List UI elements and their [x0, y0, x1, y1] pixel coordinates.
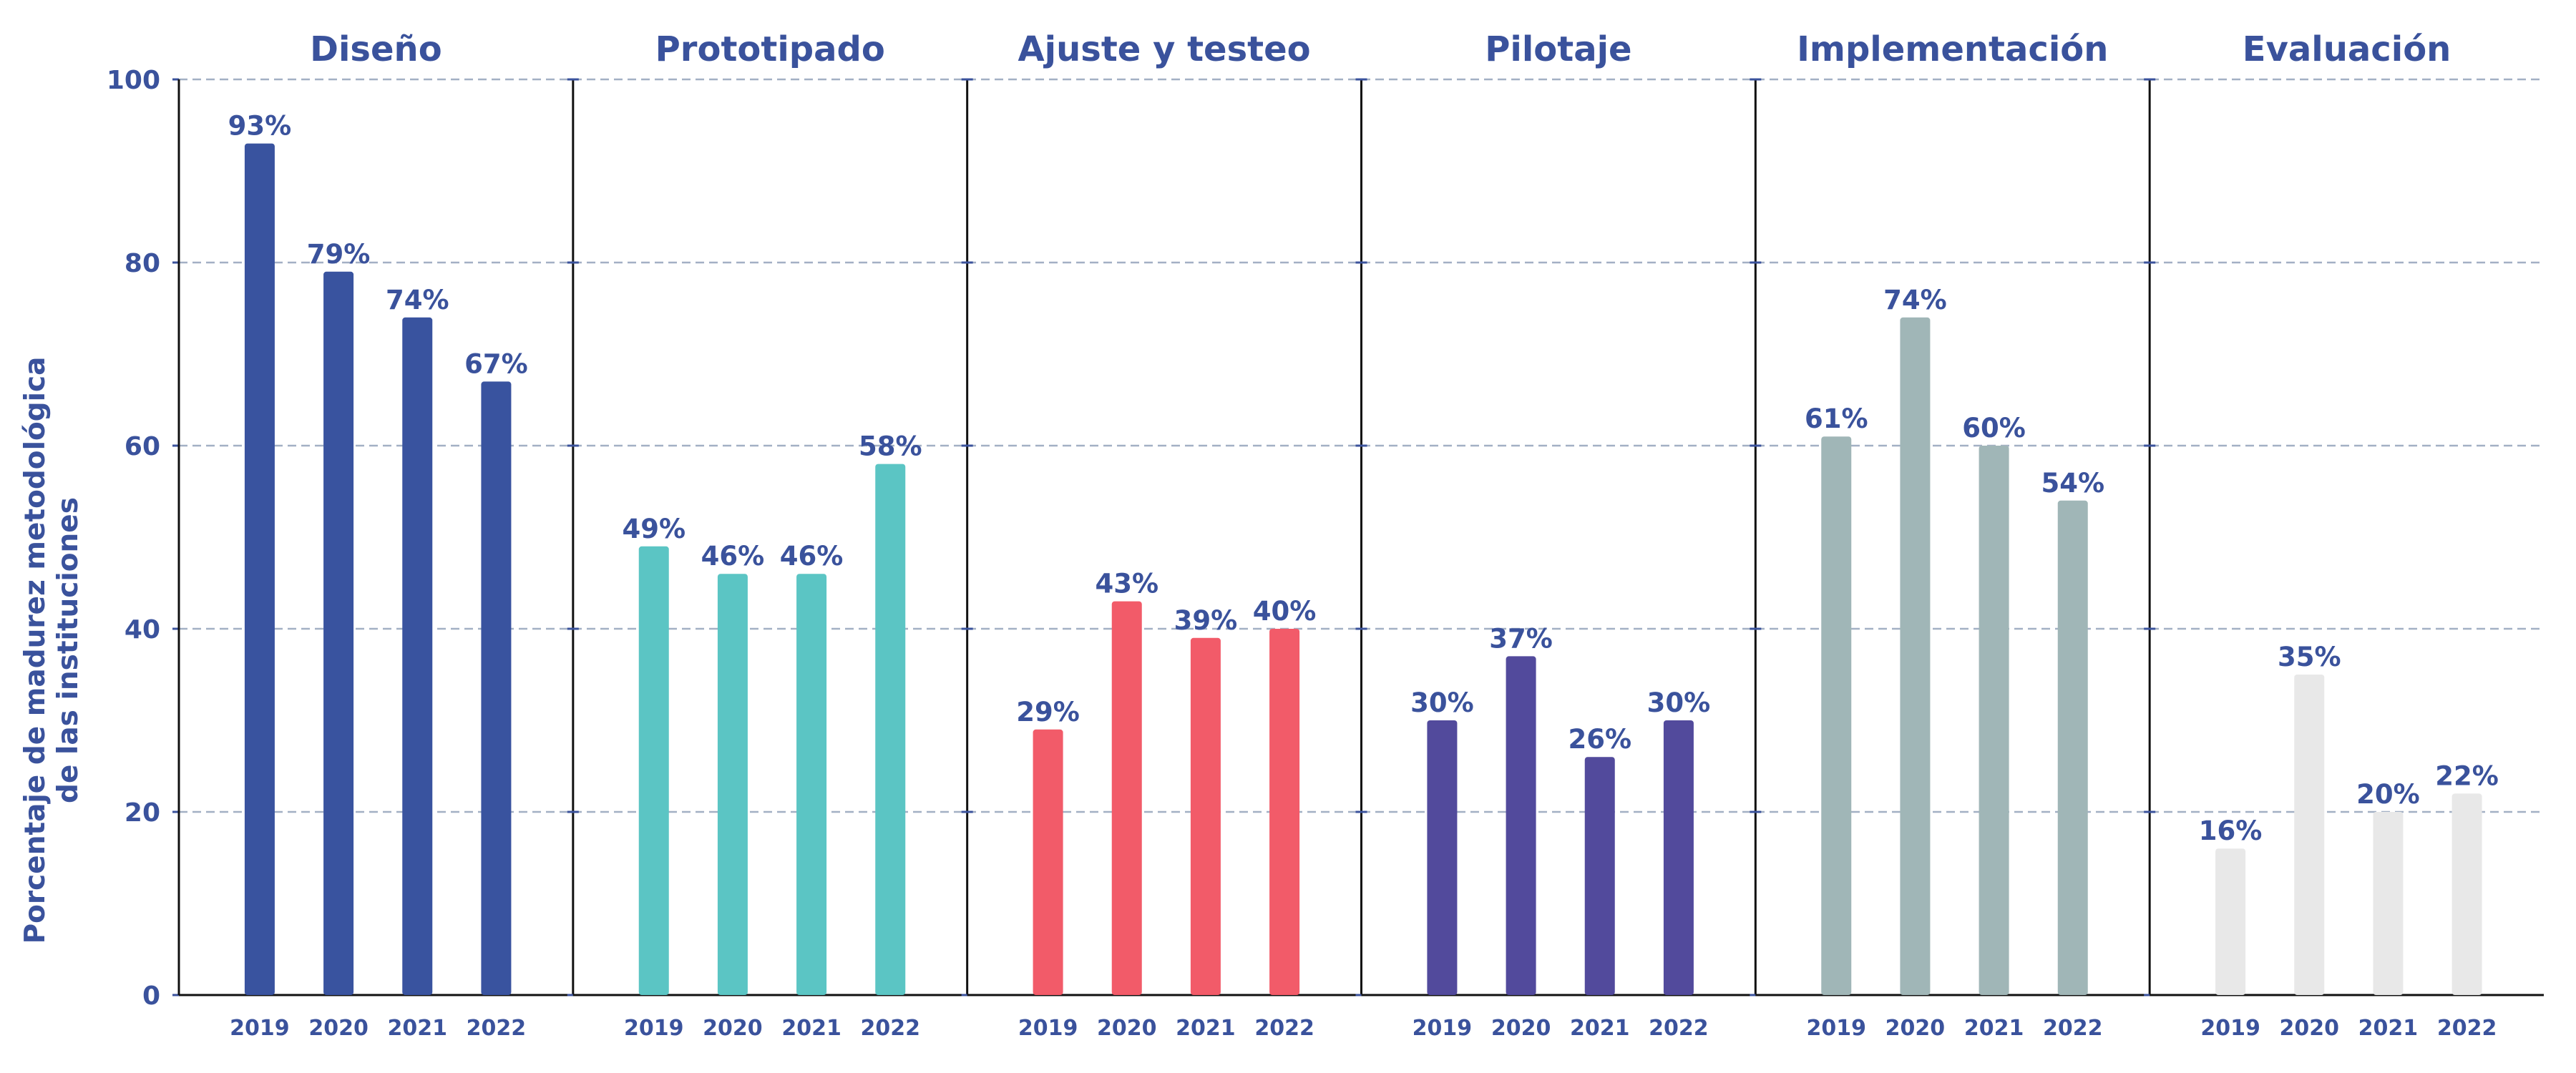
data-label: 46%: [780, 541, 844, 572]
x-tick-label: 2022: [2043, 1016, 2103, 1041]
x-tick-label: 2021: [1570, 1016, 1630, 1041]
y-axis-label-line-2: de las instituciones: [52, 497, 84, 803]
bar-2020: [323, 271, 354, 995]
x-tick-label: 2021: [781, 1016, 841, 1041]
panel-4: Pilotaje 30% 2019 37% 2020 26% 2021 30% 2022: [1355, 29, 1756, 1041]
data-label: 22%: [2435, 760, 2499, 791]
x-tick-label: 2020: [703, 1016, 763, 1041]
data-label: 74%: [386, 285, 449, 315]
bar-2019: [638, 546, 669, 995]
panel-3: Ajuste y testeo 29% 2019 43% 2020 39% 2021 40% 2…: [961, 29, 1362, 1041]
bar-2021: [402, 317, 433, 995]
data-label: 30%: [1647, 687, 1711, 718]
data-label: 58%: [859, 431, 922, 462]
data-label: 43%: [1095, 569, 1158, 599]
x-tick-label: 2022: [467, 1016, 527, 1041]
bar-2021: [1979, 446, 2009, 995]
panel-title: Prototipado: [655, 29, 885, 69]
bar-2020: [1506, 656, 1536, 995]
x-tick-label: 2021: [1964, 1016, 2024, 1041]
data-label: 37%: [1489, 623, 1553, 654]
panels: Diseño93%201979%202074%202167%2022Protot…: [177, 29, 2544, 1041]
bar-2022: [2057, 500, 2088, 995]
bar-2020: [717, 574, 748, 995]
data-label: 16%: [2199, 815, 2263, 846]
x-tick-label: 2020: [308, 1016, 369, 1041]
data-label: 29%: [1016, 697, 1080, 727]
data-label: 54%: [2041, 468, 2104, 499]
x-tick-label: 2022: [1254, 1016, 1314, 1041]
bar-2022: [875, 464, 906, 995]
data-label: 79%: [307, 239, 371, 270]
y-axis-label: Porcentaje de madurez metodológica de la…: [19, 357, 84, 944]
panel-title: Implementación: [1797, 29, 2108, 69]
data-label: 61%: [1805, 403, 1868, 434]
bar-2019: [1821, 436, 1852, 995]
x-tick-label: 2019: [1413, 1016, 1473, 1041]
bar-2020: [2294, 675, 2325, 995]
x-tick-label: 2021: [2358, 1016, 2419, 1041]
panel-5: Implementación 61% 2019 74% 2020 60% 2021 54% 20…: [1750, 29, 2150, 1041]
panel-title: Ajuste y testeo: [1018, 29, 1311, 69]
x-tick-label: 2021: [388, 1016, 448, 1041]
x-tick-label: 2019: [1807, 1016, 1867, 1041]
x-tick-label: 2019: [1018, 1016, 1078, 1041]
y-tick-label: 60: [125, 432, 160, 461]
bar-2022: [1269, 629, 1300, 995]
data-label: 30%: [1410, 687, 1474, 718]
bar-2021: [2373, 812, 2404, 995]
bar-2021: [1190, 637, 1221, 995]
y-tick-label: 100: [107, 66, 160, 95]
bar-2022: [2451, 793, 2482, 995]
x-tick-label: 2020: [1885, 1016, 1946, 1041]
x-tick-label: 2022: [2437, 1016, 2497, 1041]
x-tick-label: 2020: [2280, 1016, 2340, 1041]
data-label: 49%: [622, 514, 686, 544]
x-tick-label: 2020: [1097, 1016, 1157, 1041]
panel-2: Prototipado 49% 2019 46% 2020 46% 2021 58% 2022: [567, 29, 967, 1041]
x-tick-label: 2020: [1491, 1016, 1551, 1041]
y-tick-label: 0: [142, 981, 160, 1011]
panel-title: Evaluación: [2243, 29, 2451, 69]
y-tick-label: 40: [125, 615, 160, 645]
data-label: 35%: [2278, 642, 2341, 672]
bar-2019: [2215, 848, 2246, 995]
data-label: 93%: [228, 111, 292, 142]
panel-6: Evaluación 16% 2019 35% 2020 20% 2021 22% 2022: [2144, 29, 2544, 1041]
data-label: 39%: [1174, 605, 1238, 636]
panel-title: Pilotaje: [1485, 29, 1631, 69]
bar-2019: [1427, 720, 1458, 995]
panel-1: Diseño 93% 2019 79% 2020 74% 2021 67% 2022: [177, 29, 573, 1041]
bar-2022: [481, 381, 512, 995]
data-label: 74%: [1883, 285, 1947, 315]
x-tick-label: 2019: [230, 1016, 290, 1041]
x-tick-label: 2022: [1649, 1016, 1709, 1041]
data-label: 26%: [1568, 724, 1631, 755]
data-label: 67%: [464, 348, 528, 379]
bar-2019: [244, 143, 275, 996]
x-tick-label: 2022: [861, 1016, 921, 1041]
data-label: 46%: [701, 541, 765, 572]
bar-2020: [1900, 317, 1931, 995]
bar-2021: [1584, 757, 1615, 995]
panel-title: Diseño: [310, 29, 442, 69]
y-tick-label: 80: [125, 249, 160, 278]
bar-2022: [1663, 720, 1694, 995]
y-tick-label: 20: [125, 798, 160, 828]
bar-2021: [796, 574, 827, 995]
x-tick-label: 2021: [1176, 1016, 1236, 1041]
x-tick-label: 2019: [624, 1016, 684, 1041]
axes: 0 20 40 60 80 100: [107, 66, 179, 1011]
bar-2020: [1111, 601, 1142, 995]
data-label: 60%: [1962, 413, 2026, 444]
data-label: 40%: [1253, 596, 1317, 627]
x-tick-label: 2019: [2200, 1016, 2260, 1041]
data-label: 20%: [2356, 779, 2420, 810]
y-axis-label-line-1: Porcentaje de madurez metodológica: [19, 357, 52, 944]
bar-2019: [1033, 729, 1063, 995]
